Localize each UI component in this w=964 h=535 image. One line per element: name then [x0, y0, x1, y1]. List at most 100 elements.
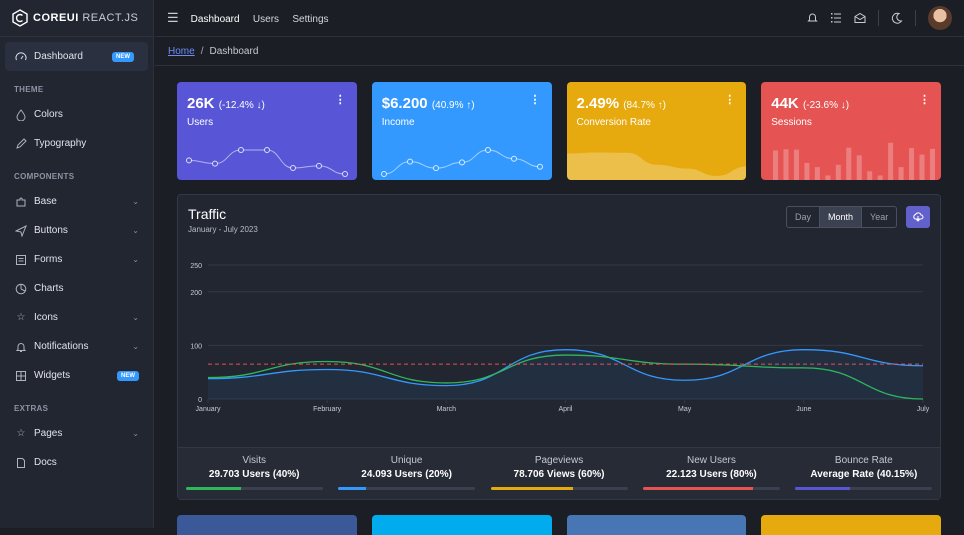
- bar-mark: [825, 175, 831, 180]
- header-nav-dashboard[interactable]: Dashboard: [190, 14, 240, 25]
- sparkline-point: [380, 171, 387, 177]
- sidebar-item-dashboard[interactable]: Dashboard NEW: [5, 42, 148, 71]
- sidebar-item-label: Docs: [34, 457, 57, 468]
- cloud-download-icon: [913, 212, 924, 222]
- widget-delta: (-23.6% ↓): [802, 100, 850, 111]
- sidebar-item-colors[interactable]: Colors: [0, 100, 153, 129]
- period-month-button[interactable]: Month: [819, 207, 863, 227]
- header-divider: [915, 10, 916, 26]
- description-icon: [14, 456, 28, 470]
- widget-value: $6.200: [381, 95, 428, 112]
- breadcrumb: Home / Dashboard: [155, 38, 964, 66]
- sidebar-item-widgets[interactable]: Widgets NEW: [0, 361, 153, 390]
- sparkline-point: [406, 158, 413, 165]
- period-year-button[interactable]: Year: [870, 212, 889, 222]
- envelope-icon[interactable]: [854, 12, 866, 24]
- breadcrumb-current: Dashboard: [209, 46, 259, 57]
- sidebar-item-icons[interactable]: ☆ Icons ⌄: [0, 303, 153, 332]
- stat-label: Unique: [390, 455, 423, 466]
- chevron-down-icon: ⌄: [132, 342, 139, 351]
- notes-icon: [14, 253, 28, 267]
- brand-logo[interactable]: COREUI REACT.JS: [0, 0, 153, 37]
- chevron-down-icon: ⌄: [132, 255, 139, 264]
- sparkline-point: [342, 171, 348, 177]
- widget-label: Users: [187, 117, 214, 128]
- social-card: [566, 515, 747, 535]
- widget-label: Sessions: [771, 117, 812, 128]
- bell-icon[interactable]: [806, 12, 818, 24]
- nav-section-title: EXTRAS: [14, 404, 49, 413]
- download-button[interactable]: [906, 206, 930, 228]
- y-tick-label: 250: [190, 263, 202, 270]
- header-nav-settings[interactable]: Settings: [292, 14, 329, 25]
- sidebar-item-typography[interactable]: Typography: [0, 129, 153, 158]
- new-badge: NEW: [112, 51, 134, 62]
- widget-delta: (-12.4% ↓): [218, 100, 265, 111]
- period-day-button[interactable]: Day: [795, 212, 812, 222]
- bar-mark: [794, 149, 800, 180]
- bar-mark: [888, 142, 894, 180]
- area-fill: [566, 152, 747, 180]
- brand-name: COREUI: [33, 12, 79, 24]
- x-tick-label: February: [313, 406, 342, 413]
- social-card: [371, 515, 552, 535]
- more-options-icon[interactable]: ⋮: [529, 94, 541, 106]
- widget-value: 2.49%: [576, 95, 620, 112]
- moon-icon[interactable]: [891, 12, 903, 24]
- bar-mark: [836, 164, 842, 180]
- stat-value: 24.093 Users (20%): [361, 469, 452, 480]
- header: ☰ Dashboard Users Settings: [155, 0, 964, 37]
- bar-mark: [877, 175, 883, 180]
- sidebar-item-buttons[interactable]: Buttons ⌄: [0, 216, 153, 245]
- sidebar-item-label: Buttons: [34, 225, 68, 236]
- header-nav-users[interactable]: Users: [252, 14, 280, 25]
- traffic-chart: 0 100 200 250 January February March April May Ju…: [190, 263, 930, 413]
- y-tick-label: 0: [198, 397, 202, 404]
- bar-mark: [773, 150, 779, 180]
- sidebar-item-label: Dashboard: [34, 51, 83, 62]
- avatar[interactable]: [928, 6, 952, 30]
- sidebar-item-pages[interactable]: ☆ Pages ⌄: [0, 419, 153, 448]
- sidebar-item-docs[interactable]: Docs: [0, 448, 153, 477]
- stat-label: Visits: [242, 455, 267, 466]
- more-options-icon[interactable]: ⋮: [334, 94, 346, 106]
- widget-sparkline: [186, 147, 348, 177]
- sidebar-item-forms[interactable]: Forms ⌄: [0, 245, 153, 274]
- widget-label: Conversion Rate: [576, 117, 651, 128]
- more-options-icon[interactable]: ⋮: [724, 94, 736, 106]
- stat-progress: [795, 487, 933, 490]
- widget-delta: (40.9% ↑): [431, 100, 475, 111]
- widget-area-chart: [566, 152, 747, 180]
- breadcrumb-separator: /: [200, 46, 204, 57]
- new-badge: NEW: [117, 370, 139, 381]
- sidebar-item-label: Forms: [34, 254, 63, 265]
- sparkline-path: [188, 149, 346, 175]
- breadcrumb-home-link[interactable]: Home: [168, 46, 195, 57]
- sparkline-point: [484, 147, 491, 153]
- bar-mark: [909, 148, 915, 180]
- x-tick-label: May: [678, 406, 692, 413]
- more-options-icon[interactable]: ⋮: [919, 94, 930, 106]
- nav-section-title: THEME: [14, 85, 44, 94]
- y-tick-label: 200: [190, 290, 202, 297]
- sidebar-item-notifications[interactable]: Notifications ⌄: [0, 332, 153, 361]
- x-tick-label: July: [917, 406, 930, 413]
- sparkline-point: [238, 147, 244, 153]
- stat-pageviews: Pageviews 78.706 Views (60%): [483, 448, 635, 499]
- series-line-1: [207, 354, 924, 400]
- list-icon[interactable]: [830, 12, 842, 24]
- sidebar-item-label: Colors: [34, 109, 63, 120]
- stat-value: Average Rate (40.15%): [810, 469, 918, 480]
- brand-suffix: REACT.JS: [82, 12, 139, 24]
- stat-new-users: New Users 22.123 Users (80%): [635, 448, 787, 499]
- sidebar-item-base[interactable]: Base ⌄: [0, 187, 153, 216]
- social-card: [761, 515, 941, 535]
- menu-toggle-icon[interactable]: ☰: [167, 10, 179, 25]
- stat-value: 29.703 Users (40%): [208, 469, 300, 480]
- sparkline-point: [432, 165, 439, 172]
- header-nav: Dashboard Users Settings: [191, 11, 339, 25]
- cursor-icon: [14, 224, 28, 238]
- sidebar-item-charts[interactable]: Charts: [0, 274, 153, 303]
- sidebar: COREUI REACT.JS Dashboard NEW THEME Colo…: [0, 0, 154, 528]
- star-icon: ☆: [16, 428, 26, 439]
